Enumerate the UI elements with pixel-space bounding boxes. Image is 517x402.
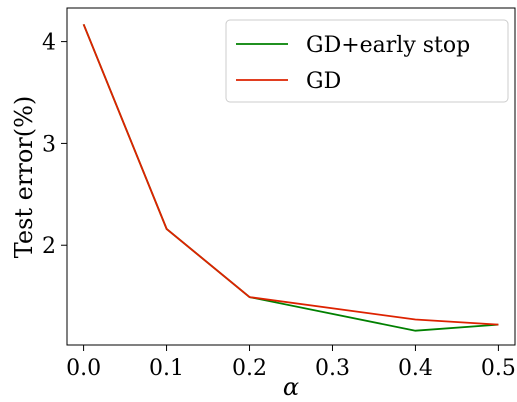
legend-box xyxy=(225,19,509,103)
legend-label: GD xyxy=(306,69,341,94)
series-line-gd xyxy=(82,23,499,326)
x-tick-label: 0.1 xyxy=(149,356,184,381)
y-tick-label: 4 xyxy=(42,31,56,56)
y-axis-ticks: 2 3 4 xyxy=(42,31,67,259)
y-tick-label: 2 xyxy=(42,234,56,259)
y-tick-label: 3 xyxy=(42,132,56,157)
x-axis-ticks: 0.0 0.1 0.2 0.3 0.4 0.5 xyxy=(66,345,516,381)
x-tick-label: 0.3 xyxy=(315,356,350,381)
legend: GD+early stop GD xyxy=(225,19,509,103)
x-tick-label: 0.4 xyxy=(398,356,433,381)
y-axis-label: Test error(%) xyxy=(10,96,38,259)
plot-area xyxy=(66,7,516,346)
x-axis-label: α xyxy=(283,373,299,401)
x-tick-label: 0.0 xyxy=(66,356,101,381)
plot-frame xyxy=(66,7,516,346)
x-tick-label: 0.5 xyxy=(481,356,516,381)
series-lines xyxy=(82,23,499,332)
x-tick-label: 0.2 xyxy=(232,356,267,381)
legend-label: GD+early stop xyxy=(306,33,470,58)
